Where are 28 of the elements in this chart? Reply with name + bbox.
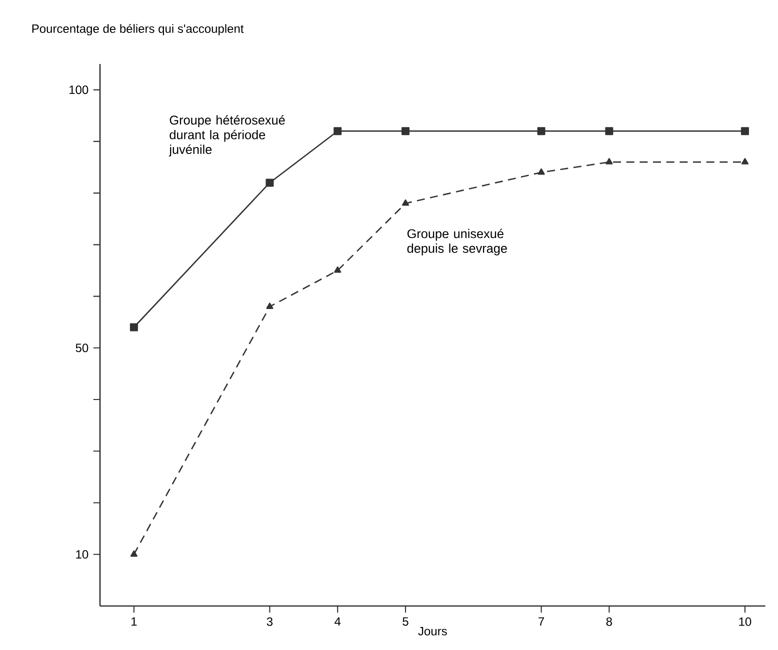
point bbox=[402, 127, 410, 136]
x-tick-label: 8 bbox=[606, 617, 612, 626]
point bbox=[130, 323, 138, 332]
point bbox=[402, 199, 410, 206]
x-tick-label: 4 bbox=[334, 617, 341, 626]
x-tick-label: 5 bbox=[402, 617, 408, 626]
point bbox=[130, 550, 138, 557]
point bbox=[266, 302, 274, 309]
y-tick-label: 100 bbox=[70, 86, 88, 94]
point bbox=[538, 168, 545, 175]
point bbox=[537, 127, 546, 136]
point bbox=[605, 127, 614, 136]
x-tick-label: 3 bbox=[266, 617, 273, 626]
point bbox=[740, 127, 749, 136]
x-tick-label: 10 bbox=[739, 617, 752, 626]
x-tick-label: 7 bbox=[538, 617, 544, 626]
point bbox=[741, 158, 749, 164]
y-axis-title: Pourcentage de béliers qui s'accouplent bbox=[32, 24, 244, 36]
point bbox=[266, 178, 274, 187]
point bbox=[334, 127, 342, 136]
y-tick-label: 10 bbox=[76, 550, 88, 559]
point bbox=[334, 266, 342, 273]
series-label: Groupe hétérosexué durant la période juvénile bbox=[168, 115, 285, 156]
point bbox=[606, 158, 613, 164]
x-axis-title: Jours bbox=[418, 627, 447, 636]
y-tick-label: 50 bbox=[76, 344, 88, 352]
series-label: Groupe unisexué depuis le sevrage bbox=[407, 228, 507, 256]
x-tick-label: 1 bbox=[132, 617, 137, 626]
